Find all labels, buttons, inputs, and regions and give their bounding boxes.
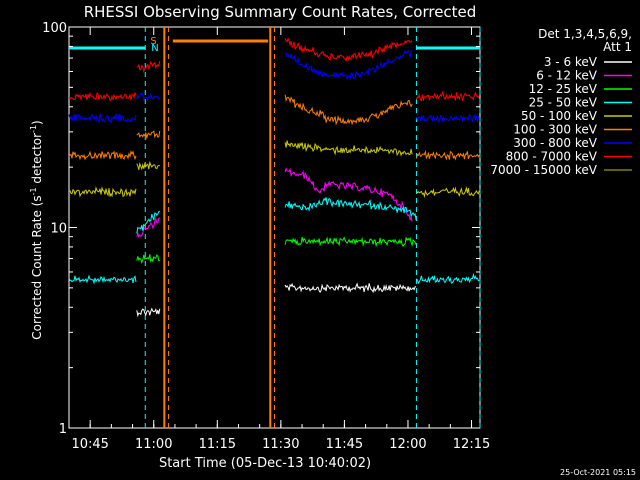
series-segment-0-1 [284,282,417,294]
y-label-mid: detector [30,133,44,188]
series-segment-1-1 [284,167,413,222]
series-segment-2-0 [136,254,160,265]
series-6-12-kev [136,167,413,239]
series-segment-3-1 [136,210,160,234]
series-segment-3-3 [415,272,480,285]
series-segment-4-1 [136,160,160,171]
x-tick-label-0: 10:45 [71,437,108,452]
series-100-300-kev [68,94,480,161]
series-50-100-kev [68,140,480,199]
series-segment-6-1 [136,92,161,103]
series-segment-7-0 [68,91,137,102]
series-segment-3-2 [284,197,417,221]
series-segment-5-0 [68,150,137,161]
series-25-50-kev [68,197,480,285]
legend-label-2: 12 - 25 keV [529,82,598,96]
series-segment-5-2 [284,94,413,126]
saa-label: S [150,36,156,47]
legend-header: Det 1,3,4,5,6,9, [538,27,632,41]
series-segment-5-1 [136,130,161,140]
series-segment-6-3 [415,113,480,124]
x-tick-label-4: 11:45 [326,437,363,452]
legend-label-5: 100 - 300 keV [513,123,597,137]
x-tick-label-2: 11:15 [199,437,236,452]
x-tick-label-6: 12:15 [453,437,490,452]
legend-label-0: 3 - 6 keV [544,55,598,69]
series-segment-1-0 [136,216,161,239]
legend-label-6: 300 - 800 keV [513,136,597,150]
chart-title: RHESSI Observing Summary Count Rates, Co… [84,3,477,21]
legend-att: Att 1 [603,40,632,54]
x-tick-label-3: 11:30 [262,437,299,452]
series-segment-4-0 [68,186,137,198]
series-segment-7-1 [136,60,161,74]
y-axis-label: Corrected Count Rate (s-1 detector-1) [29,120,44,339]
legend-label-7: 800 - 7000 keV [506,150,598,164]
series-3-6-kev [136,282,417,318]
footer-timestamp: 25-Oct-2021 05:15 [560,468,636,477]
series-segment-3-0 [68,274,137,285]
series-segment-6-2 [284,49,413,81]
legend-label-8: 7000 - 15000 keV [490,163,597,177]
y-label-sup2: -1 [29,125,38,133]
series-layer [68,37,480,318]
x-axis-label: Start Time (05-Dec-13 10:40:02) [159,456,371,471]
series-segment-7-3 [415,90,480,102]
series-segment-4-2 [284,140,413,157]
series-12-25-kev [136,236,417,265]
legend-label-4: 50 - 100 keV [521,109,598,123]
series-segment-7-2 [284,37,413,63]
y-label-end: ) [30,120,44,125]
y-label-sup1: -1 [29,187,38,195]
y-tick-label-2: 100 [42,21,67,36]
series-800-7000-kev [68,37,480,102]
instrument-annotations: NS [69,27,481,428]
series-segment-5-3 [415,149,480,161]
legend-label-3: 25 - 50 keV [529,96,598,110]
legend-label-1: 6 - 12 keV [536,69,598,83]
series-segment-0-0 [136,307,161,318]
y-tick-label-1: 10 [50,222,67,237]
y-label-main: Corrected Count Rate (s [30,195,44,339]
x-tick-label-1: 11:00 [135,437,172,452]
series-segment-6-0 [68,113,137,125]
x-tick-label-5: 12:00 [389,437,426,452]
night-label: N [151,43,158,54]
axes-layer: 10:45 11:00 11:15 11:30 11:45 12:00 12:15 1 10 10… [42,21,490,452]
series-segment-2-1 [284,236,417,248]
series-segment-4-3 [415,186,480,199]
y-tick-label-0: 1 [59,422,67,437]
series-300-800-kev [68,49,480,125]
